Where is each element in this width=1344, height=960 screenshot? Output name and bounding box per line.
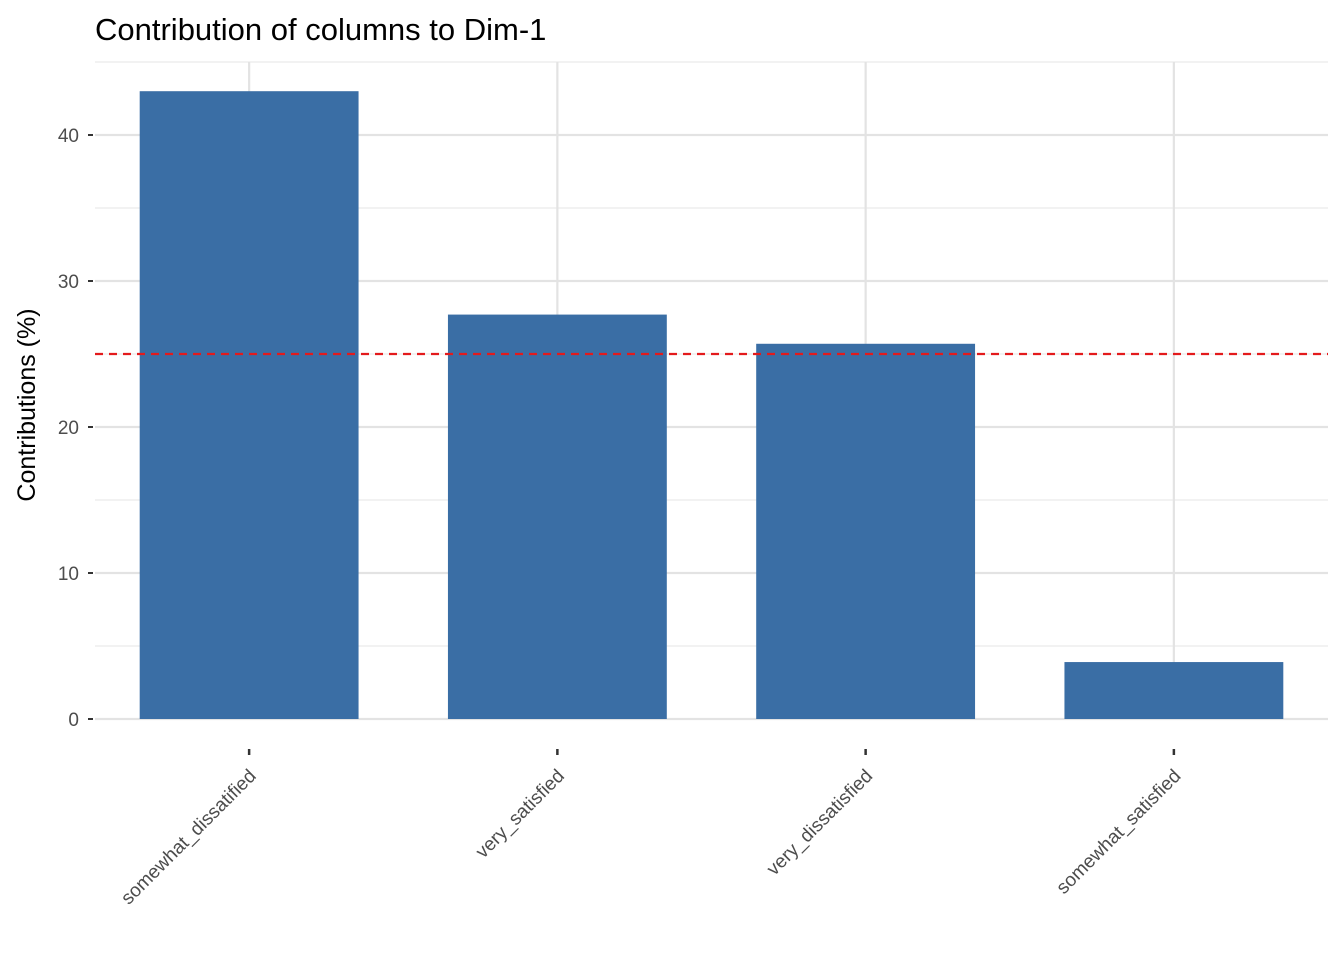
chart-title: Contribution of columns to Dim-1 (95, 12, 546, 47)
y-tick-label: 10 (58, 564, 79, 585)
bar-very-dissatisfied (756, 343, 976, 719)
bar-somewhat-dissatified (139, 91, 359, 719)
bar-very-satisfied (447, 314, 667, 719)
y-tick-label: 30 (58, 272, 79, 293)
x-tick-label: very_satisfied (472, 766, 569, 863)
x-tick-label: very_dissatisfied (763, 766, 877, 880)
y-tick-label: 40 (58, 126, 79, 147)
y-tick-label: 20 (58, 418, 79, 439)
x-tick-label: somewhat_satisfied (1053, 766, 1186, 899)
x-tick-label: somewhat_dissatified (117, 766, 260, 909)
bars (139, 91, 1284, 719)
bar-somewhat-satisfied (1064, 662, 1284, 719)
y-tick-label: 0 (68, 710, 79, 731)
y-axis-label: Contributions (%) (13, 308, 41, 501)
